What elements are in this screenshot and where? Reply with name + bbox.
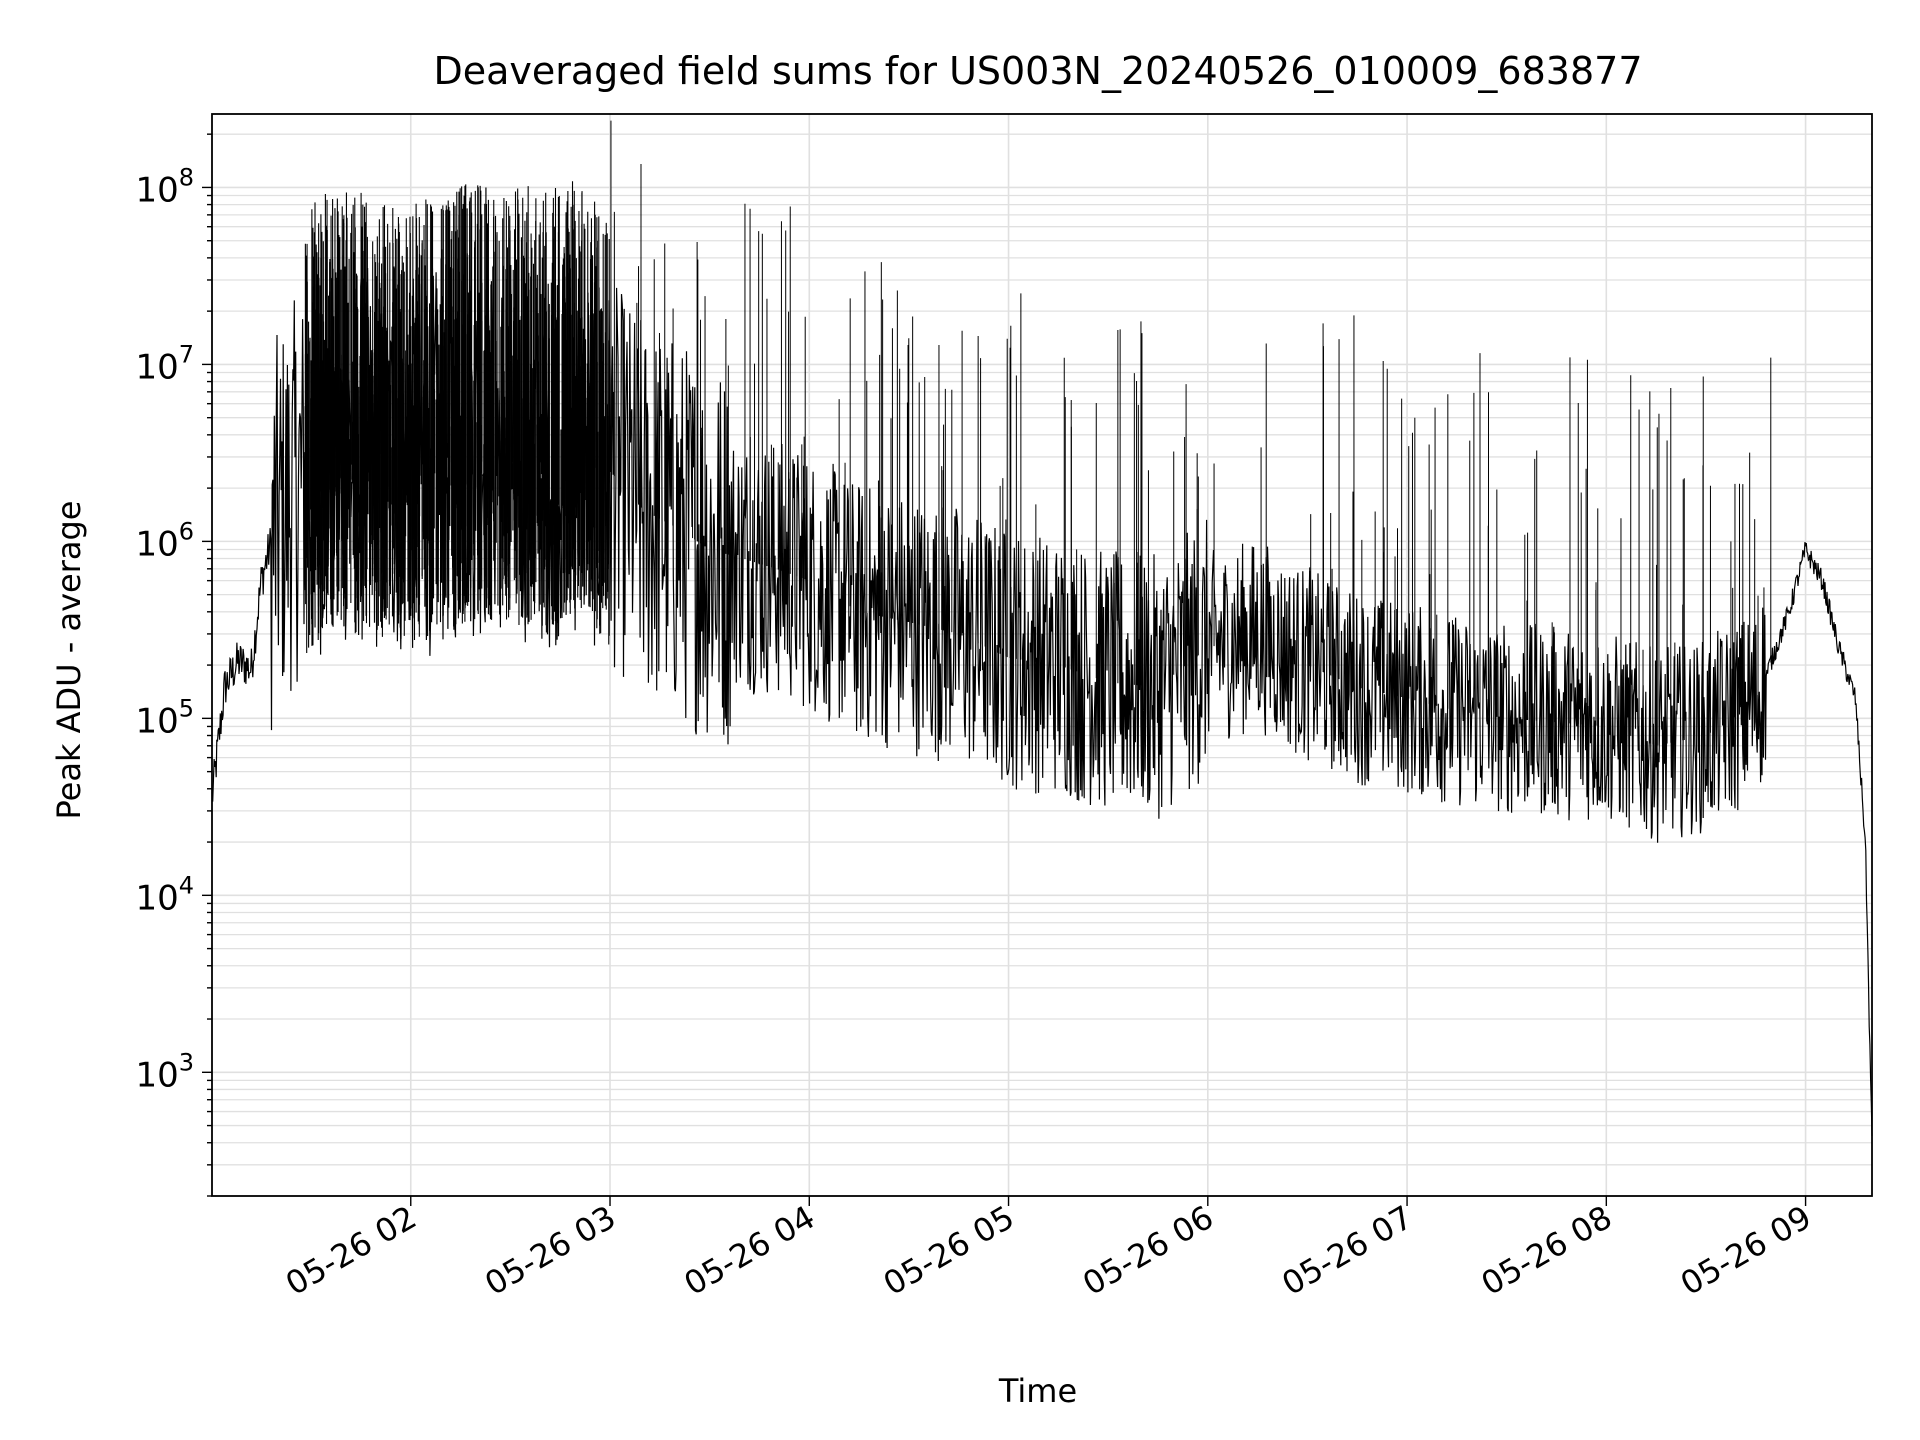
y-tick-label-exp: 6 xyxy=(179,517,194,545)
y-tick-label-base: 10 xyxy=(135,1055,178,1095)
x-axis-label: Time xyxy=(998,1372,1077,1410)
series-line xyxy=(211,264,1873,1136)
y-tick-label-base: 10 xyxy=(135,524,178,564)
y-tick-label-base: 10 xyxy=(135,701,178,741)
y-tick-label: 104 xyxy=(135,871,194,918)
y-tick-label: 107 xyxy=(135,340,194,387)
y-tick-label-exp: 4 xyxy=(179,871,194,899)
y-tick-label-base: 10 xyxy=(135,878,178,918)
y-tick-label-exp: 5 xyxy=(179,694,194,722)
y-tick-label-base: 10 xyxy=(135,347,178,387)
grid xyxy=(212,114,1872,1197)
y-tick-label: 103 xyxy=(135,1048,194,1095)
y-tick-label-base: 10 xyxy=(135,170,178,210)
y-tick-label-exp: 3 xyxy=(179,1048,194,1076)
y-tick-label: 105 xyxy=(135,694,194,741)
y-tick-label-exp: 7 xyxy=(179,340,194,368)
y-tick-label: 106 xyxy=(135,517,194,564)
y-tick-label-exp: 8 xyxy=(179,163,194,191)
chart-title: Deaveraged field sums for US003N_2024052… xyxy=(433,49,1642,93)
y-tick-label: 108 xyxy=(135,163,194,210)
plot-frame xyxy=(211,113,1873,1197)
y-axis-label: Peak ADU - average xyxy=(50,501,88,820)
